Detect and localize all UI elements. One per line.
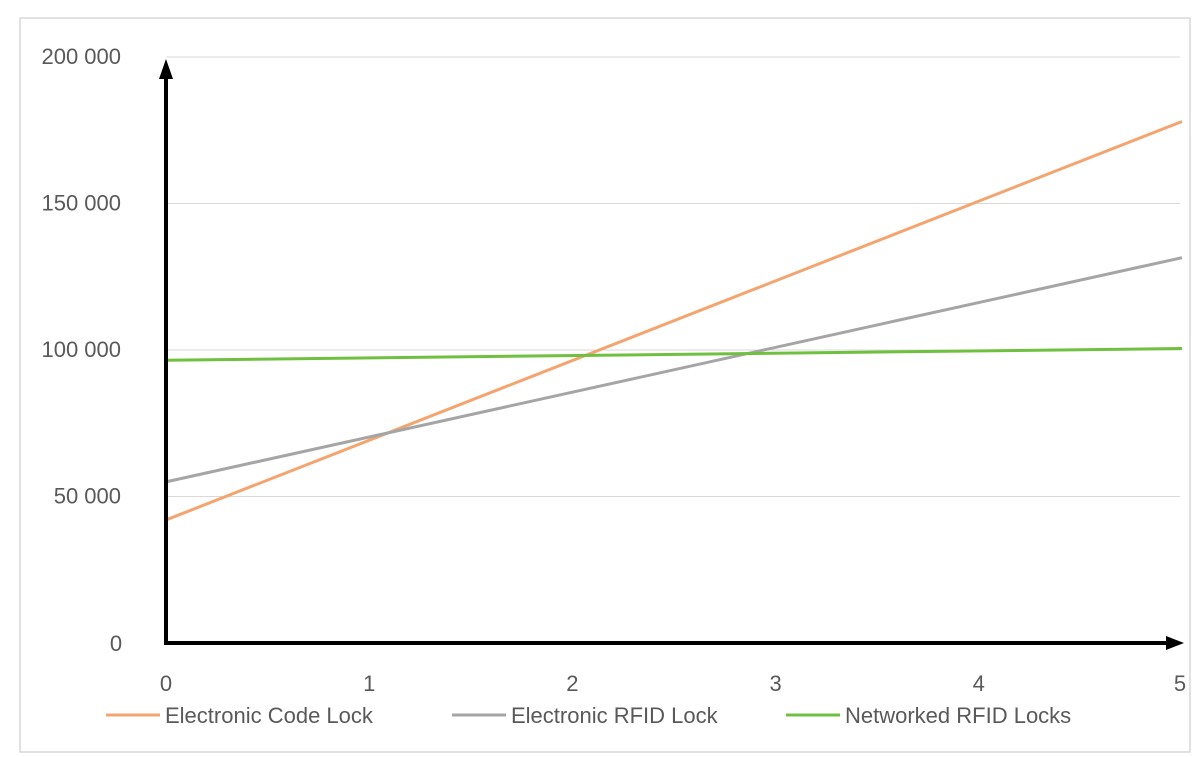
chart-frame bbox=[19, 17, 1191, 753]
series-line-electronic-code-lock bbox=[165, 120, 1183, 522]
y-axis-tick-labels: 0 50 000 100 000 150 000 200 000 bbox=[41, 44, 122, 656]
legend-label-electronic-rfid-lock: Electronic RFID Lock bbox=[511, 703, 719, 728]
x-tick-label-0: 0 bbox=[160, 671, 172, 696]
x-tick-label-5: 5 bbox=[1174, 671, 1186, 696]
series-lines bbox=[165, 120, 1183, 522]
x-tick-label-1: 1 bbox=[363, 671, 375, 696]
x-axis-arrowhead bbox=[1166, 636, 1184, 650]
x-tick-label-3: 3 bbox=[769, 671, 781, 696]
x-tick-label-2: 2 bbox=[566, 671, 578, 696]
x-tick-label-4: 4 bbox=[973, 671, 985, 696]
legend-item-networked-rfid-locks: Networked RFID Locks bbox=[786, 703, 1071, 728]
series-line-networked-rfid-locks bbox=[165, 347, 1183, 362]
series-line-electronic-rfid-lock bbox=[165, 256, 1183, 484]
y-tick-label-150-000: 150 000 bbox=[41, 191, 121, 216]
y-tick-label-0: 0 bbox=[110, 631, 122, 656]
legend: Electronic Code Lock Electronic RFID Lock… bbox=[106, 703, 1071, 728]
legend-label-networked-rfid-locks: Networked RFID Locks bbox=[845, 703, 1071, 728]
y-tick-label-100-000: 100 000 bbox=[41, 337, 121, 362]
legend-label-electronic-code-lock: Electronic Code Lock bbox=[165, 703, 374, 728]
gridlines bbox=[166, 56, 1180, 497]
x-axis-tick-labels: 0 1 2 3 4 5 bbox=[160, 671, 1186, 696]
y-tick-label-200-000: 200 000 bbox=[41, 44, 121, 69]
axes bbox=[159, 59, 1184, 650]
legend-item-electronic-code-lock: Electronic Code Lock bbox=[106, 703, 374, 728]
y-axis-arrowhead bbox=[159, 59, 173, 79]
legend-item-electronic-rfid-lock: Electronic RFID Lock bbox=[452, 703, 719, 728]
y-tick-label-50-000: 50 000 bbox=[54, 484, 121, 509]
